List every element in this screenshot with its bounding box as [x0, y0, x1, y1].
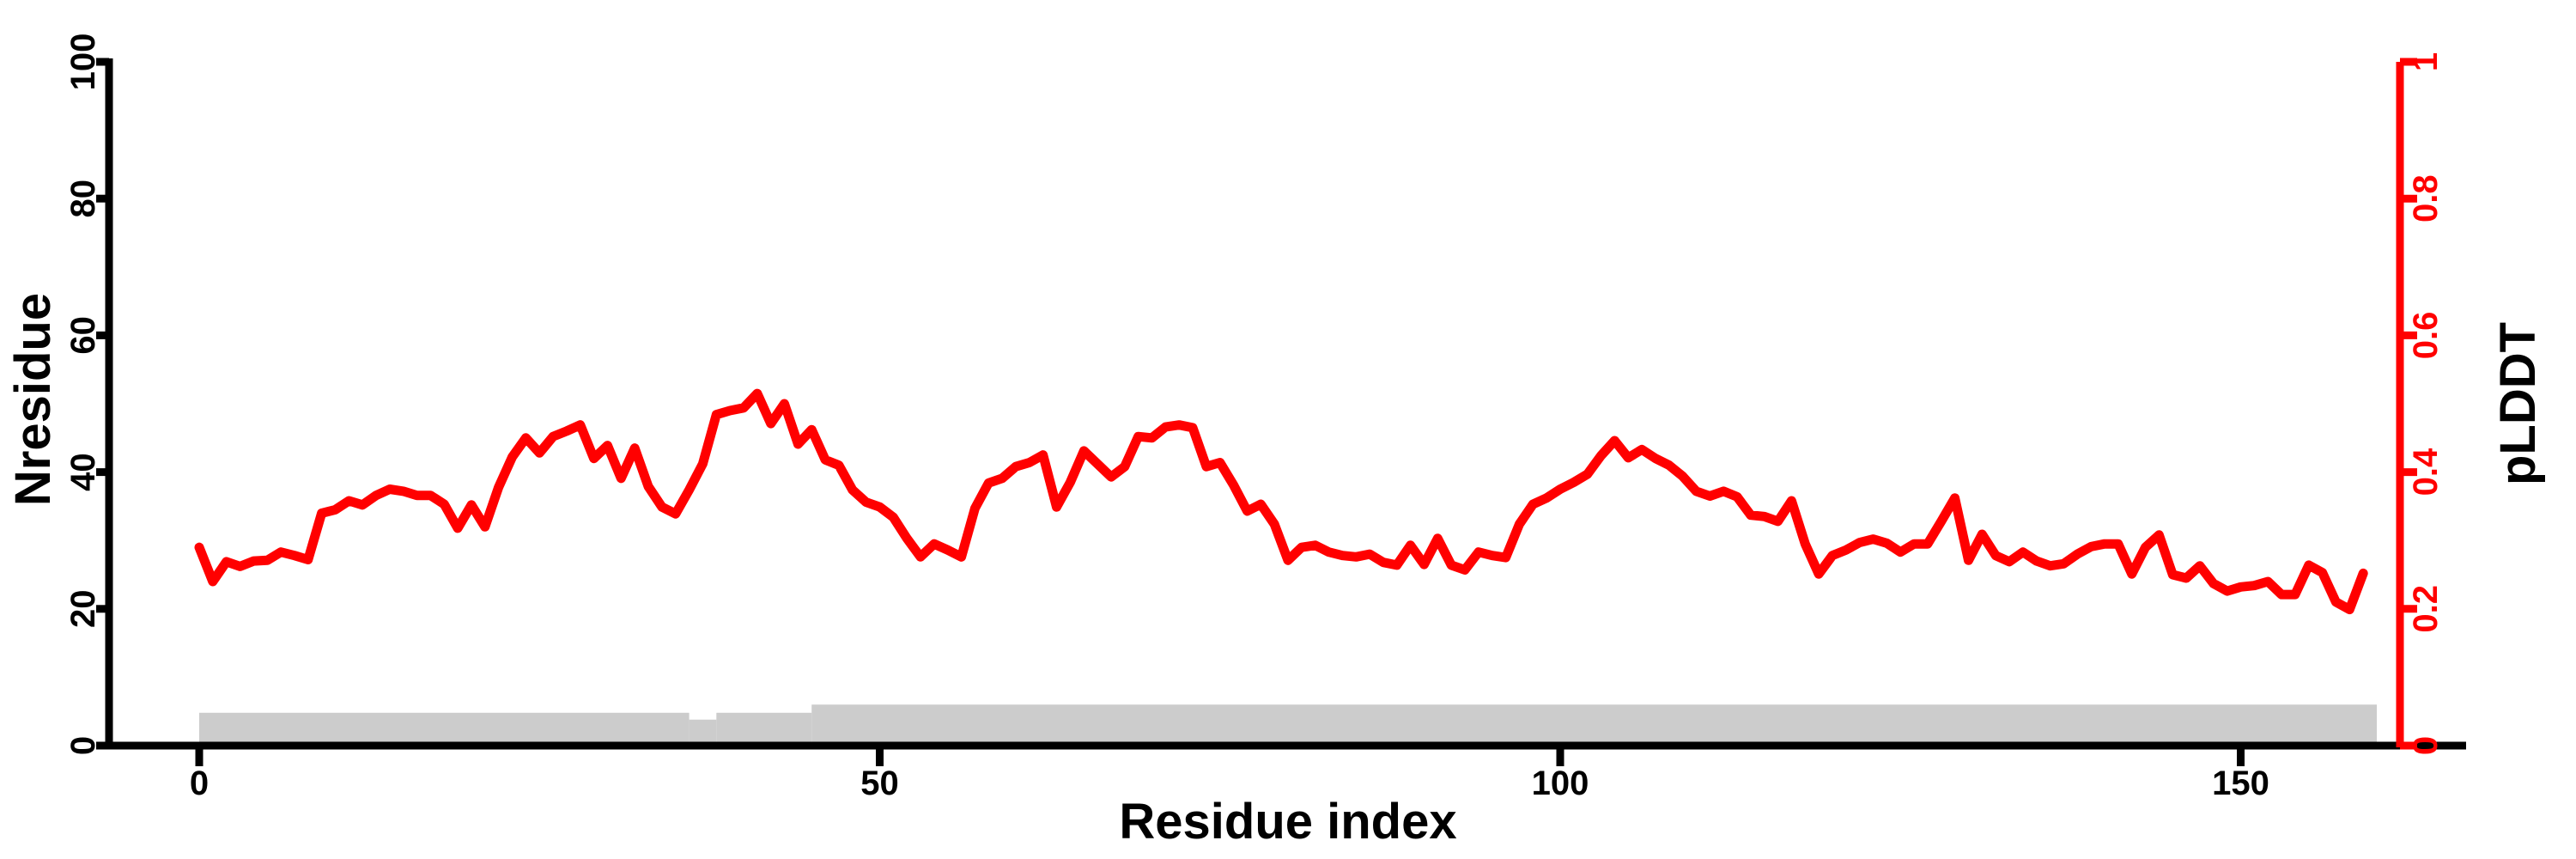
right-axis: 0 0.2 0.4 0.6 0.8 1 pLDDT — [2396, 52, 2546, 755]
right-axis-tick-label: 0 — [2407, 736, 2445, 755]
x-axis: 0 50 100 150 Residue index — [106, 741, 2466, 850]
x-axis-tick-label: 50 — [860, 765, 899, 802]
right-axis-tick-label: 0.2 — [2407, 585, 2445, 633]
left-axis: 0 20 40 60 80 100 Nresidue — [5, 34, 113, 755]
plddt-line-group — [194, 388, 2368, 615]
left-axis-tick-label: 80 — [64, 180, 102, 218]
coverage-segment — [199, 712, 690, 746]
right-axis-tick-label: 0.8 — [2407, 174, 2445, 222]
right-axis-tick-label: 0.6 — [2407, 312, 2445, 360]
left-axis-tick-label: 40 — [64, 453, 102, 491]
left-axis-tick-label: 60 — [64, 316, 102, 355]
right-axis-tick-label: 0.4 — [2407, 448, 2445, 496]
coverage-segment — [716, 712, 812, 746]
x-axis-tick-label: 100 — [1532, 765, 1589, 802]
left-axis-tick-label: 100 — [64, 34, 102, 91]
left-axis-tick-label: 20 — [64, 590, 102, 629]
coverage-segments — [199, 704, 2377, 746]
plddt-line — [194, 388, 2368, 615]
coverage-segment — [811, 704, 2377, 746]
x-axis-tick-label: 150 — [2212, 765, 2269, 802]
x-axis-tick-label: 0 — [190, 765, 209, 802]
right-axis-tick-label: 1 — [2407, 52, 2445, 71]
right-axis-title: pLDDT — [2490, 322, 2546, 485]
left-axis-title: Nresidue — [5, 293, 61, 506]
coverage-segment — [689, 719, 717, 746]
left-axis-tick-label: 0 — [64, 736, 102, 755]
x-axis-title: Residue index — [1119, 794, 1456, 850]
